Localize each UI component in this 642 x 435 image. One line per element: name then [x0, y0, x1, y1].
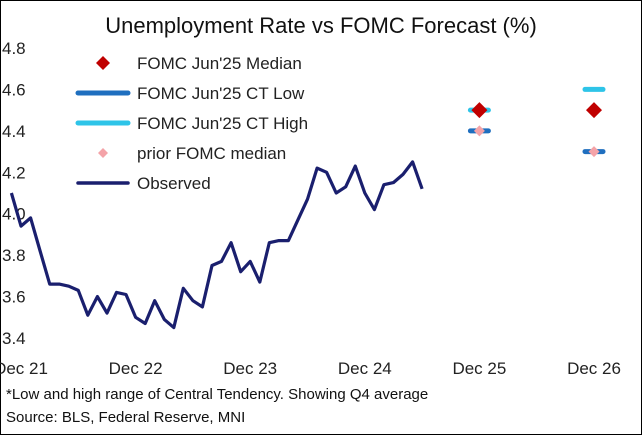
diamond-marker: [471, 102, 488, 119]
legend-label: prior FOMC median: [137, 144, 286, 163]
y-tick-label: 4.0: [2, 205, 26, 224]
legend-swatch: [98, 148, 108, 158]
series-fomc-jun-25-ct-low: [467, 128, 606, 155]
legend-label: FOMC Jun'25 Median: [137, 54, 302, 73]
legend-item: prior FOMC median: [98, 144, 286, 163]
legend-item: FOMC Jun'25 Median: [96, 54, 302, 73]
legend: FOMC Jun'25 Median FOMC Jun'25 CT Low FOMC…: [75, 54, 308, 193]
y-tick-label: 4.2: [2, 163, 26, 182]
x-tick-label: Dec 23: [223, 359, 277, 378]
y-tick-label: 3.6: [2, 288, 26, 307]
legend-label: FOMC Jun'25 CT Low: [137, 84, 305, 103]
diamond-marker: [473, 125, 485, 137]
diamond-marker: [586, 102, 602, 119]
legend-item: FOMC Jun'25 CT Low: [75, 84, 305, 103]
x-tick-label: Dec 21: [0, 359, 48, 378]
x-axis-ticks: Dec 21 Dec 22 Dec 23 Dec 24 Dec 25 Dec 26: [0, 359, 621, 378]
y-axis-ticks: 3.4 3.6 3.8 4.0 4.2 4.4 4.6 4.8: [2, 39, 26, 348]
footnote: *Low and high range of Central Tendency.…: [6, 386, 428, 403]
y-tick-label: 4.4: [2, 122, 26, 141]
y-tick-label: 4.6: [2, 80, 26, 99]
source-note: Source: BLS, Federal Reserve, MNI: [6, 409, 245, 426]
legend-swatch: [96, 56, 110, 70]
x-tick-label: Dec 24: [338, 359, 392, 378]
legend-label: Observed: [137, 174, 211, 193]
y-tick-label: 3.4: [2, 329, 26, 348]
diamond-marker: [588, 146, 600, 158]
y-tick-label: 3.8: [2, 246, 26, 265]
x-tick-label: Dec 22: [109, 359, 163, 378]
chart-title: Unemployment Rate vs FOMC Forecast (%): [105, 13, 537, 38]
legend-item: FOMC Jun'25 CT High: [75, 114, 308, 133]
legend-item: Observed: [76, 174, 211, 193]
series-fomc-jun-25-ct-high: [467, 86, 606, 113]
x-tick-label: Dec 25: [452, 359, 506, 378]
observed-line: [9, 160, 424, 330]
series-prior-fomc-median: [473, 125, 600, 158]
x-tick-label: Dec 26: [567, 359, 621, 378]
series-fomc-jun-25-median: [471, 102, 602, 119]
series-observed: [9, 160, 424, 330]
plot-area: [9, 86, 606, 330]
y-tick-label: 4.8: [2, 39, 26, 58]
legend-label: FOMC Jun'25 CT High: [137, 114, 308, 133]
